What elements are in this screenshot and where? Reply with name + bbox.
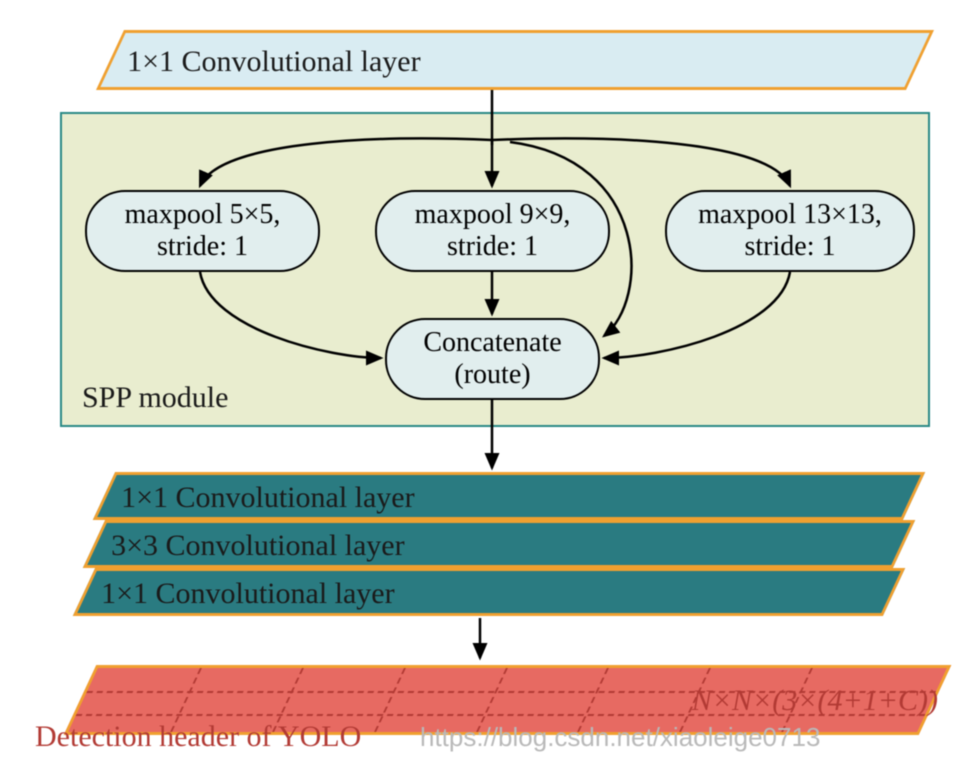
maxpool-5x5-node: maxpool 5×5, stride: 1 — [85, 190, 320, 272]
maxpool-13x13-line2: stride: 1 — [667, 231, 913, 263]
watermark-text: https://blog.csdn.net/xiaoleige0713 — [420, 722, 820, 753]
conv-layer-1: 3×3 Convolutional layer — [83, 520, 915, 568]
maxpool-9x9-line2: stride: 1 — [377, 231, 608, 263]
maxpool-13x13-node: maxpool 13×13, stride: 1 — [665, 190, 915, 272]
conv-layer-0-label: 1×1 Convolutional layer — [121, 481, 415, 515]
concat-line1: Concatenate — [387, 327, 598, 359]
conv-layer-1-label: 3×3 Convolutional layer — [111, 529, 405, 563]
maxpool-5x5-line2: stride: 1 — [87, 231, 318, 263]
maxpool-9x9-node: maxpool 9×9, stride: 1 — [375, 190, 610, 272]
spp-module-label: SPP module — [82, 381, 228, 415]
top-conv-layer: 1×1 Convolutional layer — [96, 30, 934, 90]
maxpool-9x9-line1: maxpool 9×9, — [377, 199, 608, 231]
detection-label-right: N×N×(3×(4+1+C)) — [692, 684, 938, 718]
conv-layer-0: 1×1 Convolutional layer — [93, 472, 925, 520]
conv-layer-2-label: 1×1 Convolutional layer — [101, 577, 395, 611]
concat-line2: (route) — [387, 359, 598, 391]
conv-layer-2: 1×1 Convolutional layer — [73, 568, 905, 616]
detection-label-left: Detection header of YOLO — [35, 720, 361, 754]
maxpool-5x5-line1: maxpool 5×5, — [87, 199, 318, 231]
diagram-canvas: 1×1 Convolutional layer SPP module maxpo… — [0, 0, 958, 780]
maxpool-13x13-line1: maxpool 13×13, — [667, 199, 913, 231]
top-conv-label: 1×1 Convolutional layer — [127, 45, 421, 79]
concatenate-node: Concatenate (route) — [385, 318, 600, 400]
